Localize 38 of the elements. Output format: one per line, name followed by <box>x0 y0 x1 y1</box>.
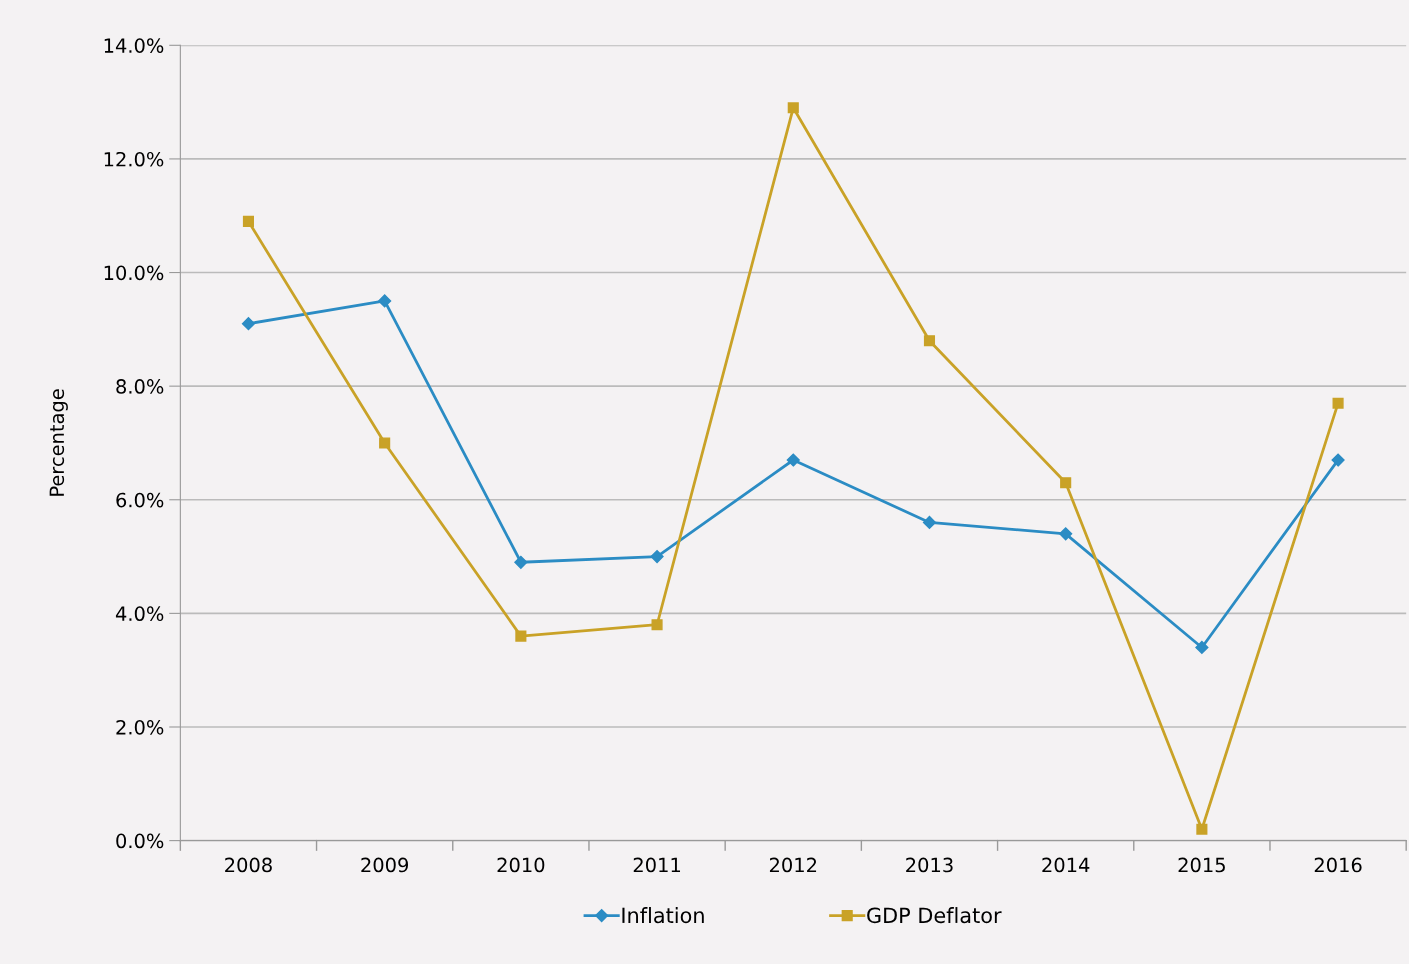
x-tick-label: 2009 <box>361 857 409 873</box>
point <box>787 102 799 114</box>
point <box>786 453 800 467</box>
point <box>651 619 663 631</box>
point <box>241 317 256 331</box>
point <box>923 335 936 347</box>
point <box>650 549 664 564</box>
y-tick-label: 12.0% <box>104 151 164 167</box>
point <box>1195 640 1209 655</box>
y-tick-label: 8.0% <box>116 379 164 394</box>
y-tick-label: 4.0% <box>115 606 164 622</box>
y-tick-label: 14.0% <box>104 38 164 53</box>
point <box>514 555 528 569</box>
point <box>922 515 937 530</box>
y-axis-title: Percentage <box>49 389 68 496</box>
point <box>1196 823 1208 835</box>
point <box>378 294 392 308</box>
point <box>1060 477 1072 489</box>
x-tick-label: 2010 <box>497 857 545 873</box>
legend-label: GDP Deflator <box>867 907 1002 924</box>
point <box>1331 453 1345 467</box>
point <box>242 215 255 227</box>
x-tick-label: 2013 <box>906 857 953 873</box>
point <box>379 437 391 449</box>
point <box>515 630 527 642</box>
point <box>1059 527 1073 541</box>
x-tick-label: 2014 <box>1042 857 1090 873</box>
y-tick-label: 6.0% <box>116 492 164 508</box>
x-tick-label: 2012 <box>769 857 817 873</box>
y-tick-label: 0.0% <box>116 833 164 849</box>
y-tick-label: 10.0% <box>104 265 164 281</box>
y-tick-label: 2.0% <box>116 719 164 735</box>
x-tick-label: 2015 <box>1178 857 1225 873</box>
x-tick-label: 2016 <box>1314 857 1362 873</box>
legend-label: Inflation <box>622 907 704 924</box>
point <box>1332 397 1344 409</box>
x-tick-label: 2011 <box>633 857 681 873</box>
x-tick-label: 2008 <box>225 857 272 873</box>
